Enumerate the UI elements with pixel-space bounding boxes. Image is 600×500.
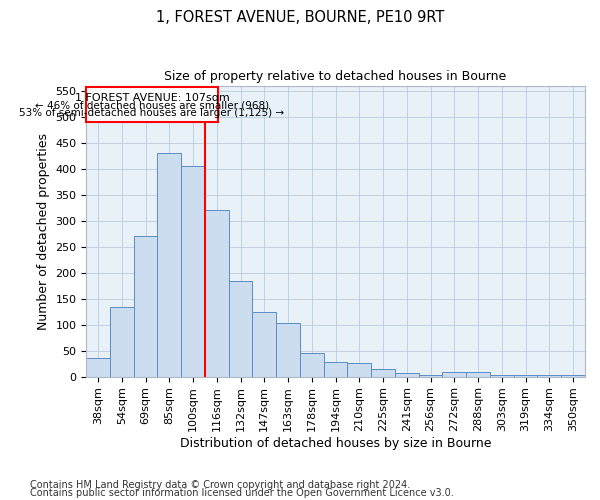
Bar <box>110 308 134 376</box>
Bar <box>419 374 442 376</box>
Text: 1 FOREST AVENUE: 107sqm: 1 FOREST AVENUE: 107sqm <box>74 93 229 103</box>
Bar <box>323 362 347 376</box>
Bar <box>229 282 253 376</box>
Y-axis label: Number of detached properties: Number of detached properties <box>37 132 50 330</box>
Bar <box>134 236 157 376</box>
Bar <box>514 374 538 376</box>
Bar <box>466 372 490 376</box>
X-axis label: Distribution of detached houses by size in Bourne: Distribution of detached houses by size … <box>180 437 491 450</box>
Bar <box>538 374 561 376</box>
Title: Size of property relative to detached houses in Bourne: Size of property relative to detached ho… <box>164 70 506 83</box>
Text: ← 46% of detached houses are smaller (968): ← 46% of detached houses are smaller (96… <box>35 100 269 110</box>
Bar <box>395 374 419 376</box>
Bar <box>253 312 276 376</box>
Text: 53% of semi-detached houses are larger (1,125) →: 53% of semi-detached houses are larger (… <box>19 108 284 118</box>
Bar <box>371 369 395 376</box>
Bar <box>181 166 205 376</box>
Bar <box>157 153 181 376</box>
Bar <box>276 323 300 376</box>
Bar <box>561 374 585 376</box>
Bar <box>205 210 229 376</box>
Bar <box>86 358 110 376</box>
Text: 1, FOREST AVENUE, BOURNE, PE10 9RT: 1, FOREST AVENUE, BOURNE, PE10 9RT <box>156 10 444 25</box>
Bar <box>442 372 466 376</box>
Bar <box>347 362 371 376</box>
Bar <box>490 374 514 376</box>
Text: Contains public sector information licensed under the Open Government Licence v3: Contains public sector information licen… <box>30 488 454 498</box>
Bar <box>86 86 218 122</box>
Text: Contains HM Land Registry data © Crown copyright and database right 2024.: Contains HM Land Registry data © Crown c… <box>30 480 410 490</box>
Bar <box>300 352 323 376</box>
